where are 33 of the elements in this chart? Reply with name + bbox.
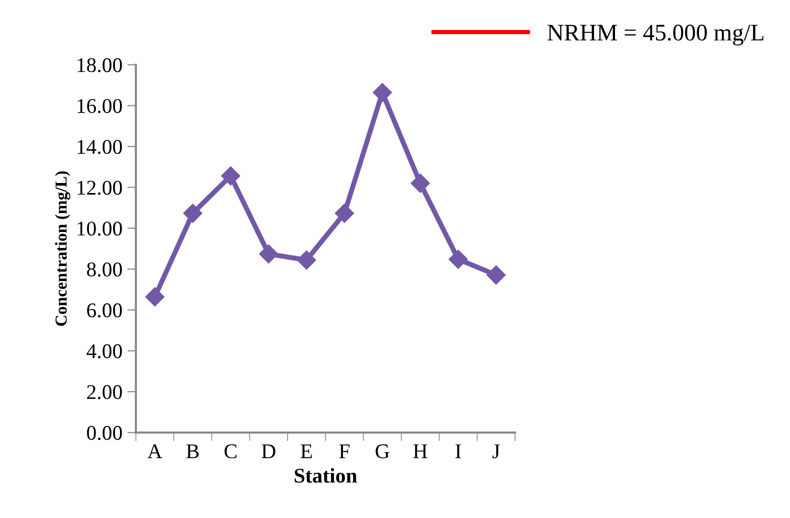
y-tick-label: 18.00 xyxy=(78,58,122,72)
point xyxy=(448,250,468,269)
x-tick-label: A xyxy=(148,444,162,458)
x-tick-label: H xyxy=(413,444,428,458)
x-tick-label: I xyxy=(455,444,461,458)
x-tick-label: C xyxy=(224,444,236,458)
x-tick-label: D xyxy=(262,444,276,458)
point xyxy=(410,174,430,193)
point xyxy=(296,250,316,270)
y-tick-label: 8.00 xyxy=(87,262,122,277)
y-tick-label: 10.00 xyxy=(78,222,122,236)
y-tick-label: 4.00 xyxy=(86,344,122,358)
legend-label: NRHM = 45.000 mg/L xyxy=(548,24,764,46)
y-tick-label: 6.00 xyxy=(87,303,122,318)
point xyxy=(145,287,164,306)
x-tick-label: B xyxy=(186,444,199,458)
x-axis-title: Station xyxy=(294,468,358,483)
x-tick-label: G xyxy=(376,444,390,458)
y-tick-label: 2.00 xyxy=(87,385,122,400)
y-axis-title: Concentration (mg/L) xyxy=(55,171,70,326)
point xyxy=(183,204,202,223)
point xyxy=(221,166,240,186)
x-tick-label: J xyxy=(492,444,500,458)
y-tick-label: 14.00 xyxy=(78,140,122,154)
point xyxy=(334,204,354,223)
y-tick-label: 16.00 xyxy=(78,98,122,114)
point xyxy=(259,244,278,264)
x-tick-label: E xyxy=(300,444,312,458)
y-tick-label: 12.00 xyxy=(78,180,122,195)
point xyxy=(486,265,506,285)
x-tick-label: F xyxy=(339,444,350,458)
point xyxy=(372,83,392,102)
y-tick-label: 0.00 xyxy=(87,426,122,440)
